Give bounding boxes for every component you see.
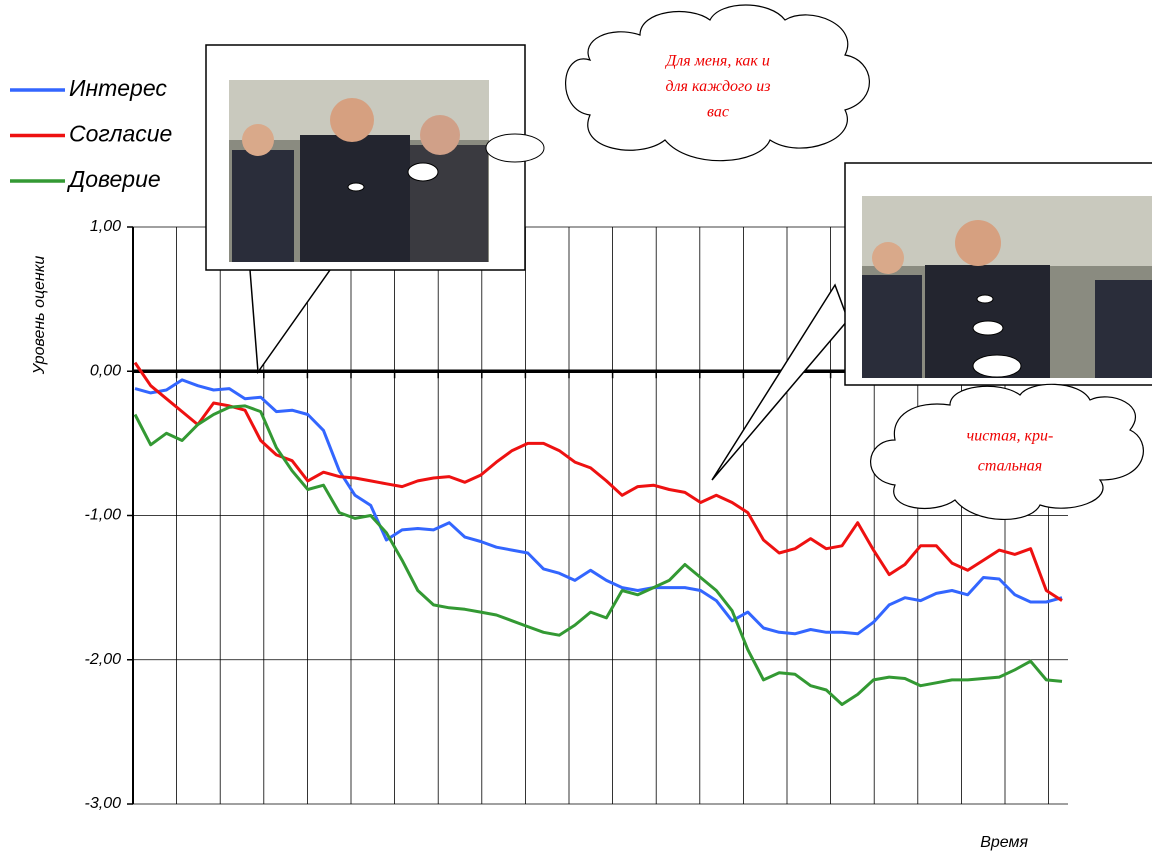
photo-callout — [205, 44, 545, 375]
legend-label: Доверие — [66, 166, 161, 192]
legend-label: Интерес — [69, 75, 167, 101]
legend: Интерес Согласие Доверие — [10, 75, 172, 192]
annotations: Для меня, как и для каждого из вас чистая, … — [664, 53, 1053, 475]
annotation-text: для каждого из — [665, 78, 770, 95]
y-tick-label: -1,00 — [85, 507, 122, 524]
legend-label: Согласие — [69, 121, 172, 147]
y-tick-label: -2,00 — [85, 651, 122, 668]
annotation-text: чистая, кри- — [967, 428, 1054, 445]
thought-cloud — [565, 4, 870, 162]
annotation-text: стальная — [978, 458, 1042, 475]
y-tick-label: -3,00 — [85, 795, 122, 812]
thought-cloud — [870, 383, 1144, 521]
series-line — [133, 361, 1063, 602]
plot-area: -3,00 -2,00 -1,00 0,00 1,00 — [85, 218, 1068, 812]
annotation-text: вас — [707, 104, 729, 121]
annotation-text: Для меня, как и — [664, 53, 770, 70]
x-axis-title: Время — [980, 834, 1028, 851]
photo-callout — [711, 162, 1152, 481]
y-axis-title: Уровень оценки — [31, 256, 48, 376]
series-line — [133, 404, 1063, 706]
y-tick-label: 0,00 — [90, 362, 121, 379]
y-tick-label: 1,00 — [90, 218, 121, 235]
series-line — [134, 378, 1063, 636]
